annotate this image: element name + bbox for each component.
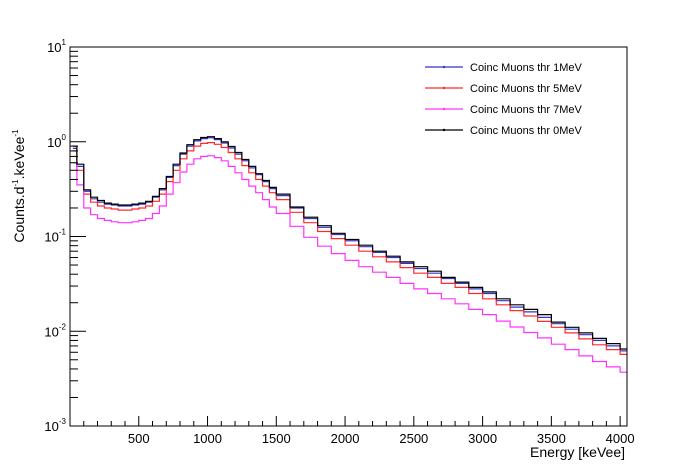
legend-label: Coinc Muons thr 0MeV — [470, 125, 583, 137]
x-tick-label: 4000 — [606, 431, 635, 446]
y-tick-label: 101 — [47, 38, 66, 55]
legend-marker — [442, 65, 446, 69]
x-tick-label: 500 — [128, 431, 150, 446]
y-tick-label: 10-2 — [44, 322, 66, 339]
legend-marker — [442, 86, 446, 90]
series-line-2 — [72, 142, 627, 355]
x-axis-title: Energy [keVee] — [530, 444, 625, 460]
x-tick-label: 1000 — [193, 431, 222, 446]
series-line-4 — [72, 136, 627, 350]
y-axis-title-exp2: -1 — [11, 129, 20, 137]
legend-marker — [442, 107, 446, 111]
y-axis: 10-3 10-2 10-1 100 101 — [44, 38, 86, 434]
y-axis-title-exp1: -1 — [11, 179, 20, 187]
legend-label: Coinc Muons thr 5MeV — [470, 83, 583, 95]
y-tick-label: 10-1 — [44, 228, 66, 245]
legend-marker — [442, 128, 446, 132]
y-tick-label: 10-3 — [44, 417, 66, 434]
x-tick-label: 3500 — [537, 431, 566, 446]
x-tick-label: 1500 — [262, 431, 291, 446]
y-axis-title-base: Counts.d — [11, 187, 27, 243]
y-axis-title: Counts.d-1.keVee-1 — [11, 129, 27, 243]
x-tick-label: 3000 — [468, 431, 497, 446]
legend-label: Coinc Muons thr 7MeV — [470, 104, 583, 116]
x-axis: 500 1000 1500 2000 2500 3000 3500 4000 — [83, 416, 635, 446]
legend-label: Coinc Muons thr 1MeV — [470, 62, 583, 74]
x-tick-label: 2000 — [331, 431, 360, 446]
x-tick-label: 2500 — [399, 431, 428, 446]
legend: Coinc Muons thr 1MeV Coinc Muons thr 5MeV… — [425, 62, 583, 137]
y-axis-title-mid: .keVee — [11, 136, 27, 179]
series-line-1 — [72, 137, 627, 352]
series-line-3 — [72, 155, 627, 373]
y-tick-label: 100 — [47, 133, 66, 150]
series-layer — [72, 136, 627, 373]
